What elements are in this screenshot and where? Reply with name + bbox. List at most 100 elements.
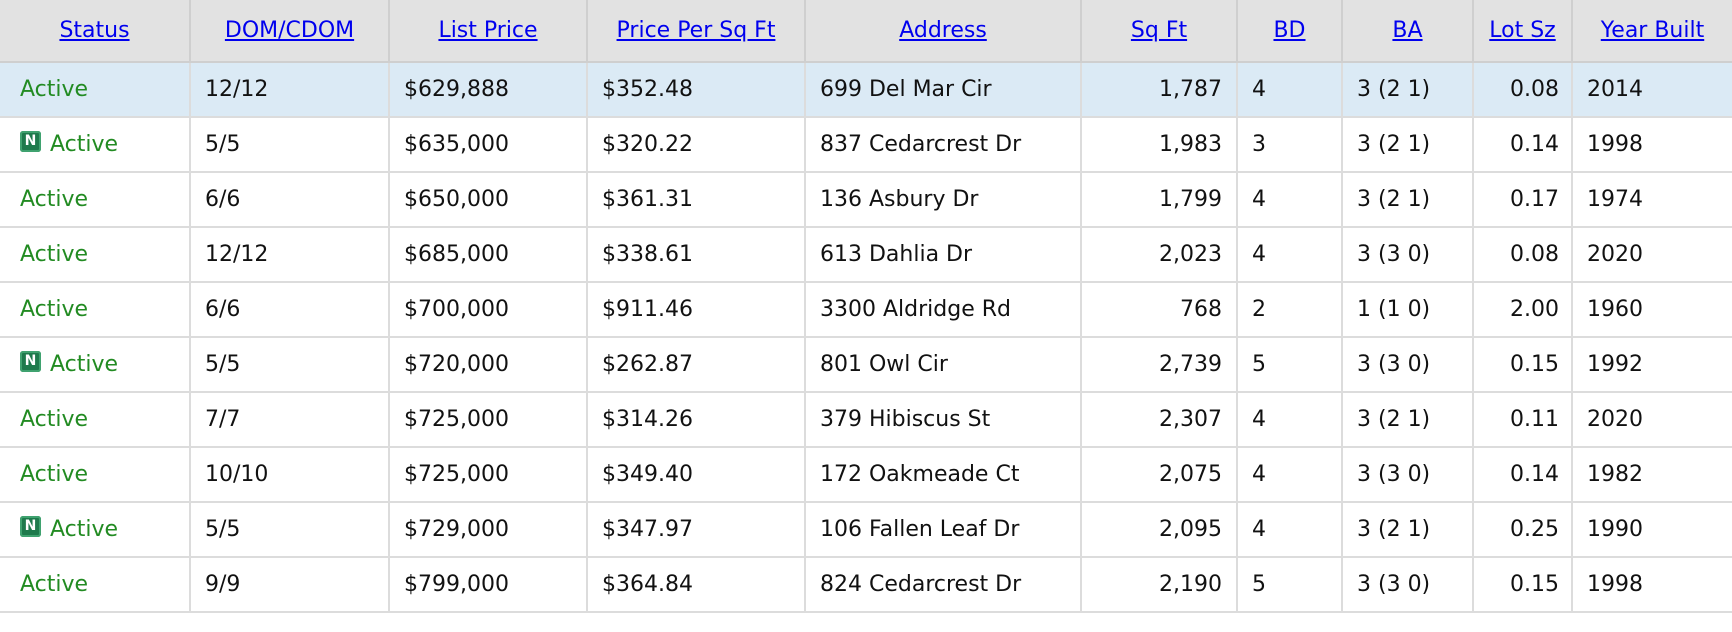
table-row[interactable]: Active 12/12 $685,000 $338.61 613 Dahlia Dr 2… xyxy=(0,226,1732,283)
cell-bd: 4 xyxy=(1236,171,1343,228)
column-header-price-per-sqft[interactable]: Price Per Sq Ft xyxy=(586,0,806,63)
table-row[interactable]: N Active 5/5 $720,000 $262.87 801 Owl Cir 2,73… xyxy=(0,336,1732,393)
cell-bd: 2 xyxy=(1236,281,1343,338)
cell-address: 172 Oakmeade Ct xyxy=(804,446,1082,503)
cell-dom-cdom: 12/12 xyxy=(189,61,390,118)
cell-price-per-sqft: $352.48 xyxy=(586,61,806,118)
table-row[interactable]: Active 7/7 $725,000 $314.26 379 Hibiscus St 2… xyxy=(0,391,1732,448)
cell-price-per-sqft: $911.46 xyxy=(586,281,806,338)
status-label: Active xyxy=(20,407,89,432)
cell-status: Active xyxy=(0,446,191,503)
status-label: Active xyxy=(50,516,119,542)
cell-address: 699 Del Mar Cir xyxy=(804,61,1082,118)
cell-ba: 1 (1 0) xyxy=(1341,281,1474,338)
cell-lot-size: 0.11 xyxy=(1472,391,1573,448)
listings-table: Status DOM/CDOM List Price Price Per Sq … xyxy=(0,0,1732,613)
table-row[interactable]: Active 6/6 $650,000 $361.31 136 Asbury Dr 1,7… xyxy=(0,171,1732,228)
cell-sqft: 2,190 xyxy=(1080,556,1238,613)
cell-bd: 4 xyxy=(1236,501,1343,558)
table-row[interactable]: Active 10/10 $725,000 $349.40 172 Oakmeade C… xyxy=(0,446,1732,503)
cell-list-price: $629,888 xyxy=(388,61,588,118)
cell-price-per-sqft: $349.40 xyxy=(586,446,806,503)
status-label: Active xyxy=(20,572,89,597)
cell-bd: 5 xyxy=(1236,336,1343,393)
table-row[interactable]: Active 6/6 $700,000 $911.46 3300 Aldridge Rd… xyxy=(0,281,1732,338)
cell-year-built: 2014 xyxy=(1571,61,1732,118)
cell-lot-size: 0.15 xyxy=(1472,336,1573,393)
cell-price-per-sqft: $347.97 xyxy=(586,501,806,558)
cell-address: 613 Dahlia Dr xyxy=(804,226,1082,283)
cell-lot-size: 0.14 xyxy=(1472,116,1573,173)
status-label: Active xyxy=(50,351,119,377)
cell-sqft: 2,023 xyxy=(1080,226,1238,283)
cell-list-price: $700,000 xyxy=(388,281,588,338)
cell-status: Active xyxy=(0,226,191,283)
cell-bd: 5 xyxy=(1236,556,1343,613)
column-header-bd[interactable]: BD xyxy=(1236,0,1343,63)
new-listing-icon: N xyxy=(20,130,41,152)
column-header-address[interactable]: Address xyxy=(804,0,1082,63)
cell-bd: 4 xyxy=(1236,61,1343,118)
cell-dom-cdom: 7/7 xyxy=(189,391,390,448)
cell-list-price: $725,000 xyxy=(388,446,588,503)
table-row[interactable]: N Active 5/5 $729,000 $347.97 106 Fallen Leaf… xyxy=(0,501,1732,558)
cell-lot-size: 0.25 xyxy=(1472,501,1573,558)
cell-ba: 3 (2 1) xyxy=(1341,61,1474,118)
cell-sqft: 2,739 xyxy=(1080,336,1238,393)
cell-sqft: 2,095 xyxy=(1080,501,1238,558)
cell-address: 801 Owl Cir xyxy=(804,336,1082,393)
column-header-dom-cdom[interactable]: DOM/CDOM xyxy=(189,0,390,63)
cell-year-built: 1992 xyxy=(1571,336,1732,393)
table-row[interactable]: Active 12/12 $629,888 $352.48 699 Del Mar Ci… xyxy=(0,61,1732,118)
cell-list-price: $799,000 xyxy=(388,556,588,613)
column-header-year-built[interactable]: Year Built xyxy=(1571,0,1732,63)
cell-price-per-sqft: $364.84 xyxy=(586,556,806,613)
cell-sqft: 1,787 xyxy=(1080,61,1238,118)
cell-ba: 3 (3 0) xyxy=(1341,336,1474,393)
cell-sqft: 1,799 xyxy=(1080,171,1238,228)
cell-list-price: $725,000 xyxy=(388,391,588,448)
cell-year-built: 2020 xyxy=(1571,391,1732,448)
cell-price-per-sqft: $262.87 xyxy=(586,336,806,393)
column-header-list-price[interactable]: List Price xyxy=(388,0,588,63)
cell-year-built: 1998 xyxy=(1571,116,1732,173)
cell-status: N Active xyxy=(0,336,191,393)
table-body: Active 12/12 $629,888 $352.48 699 Del Mar Ci… xyxy=(0,61,1732,613)
cell-ba: 3 (3 0) xyxy=(1341,446,1474,503)
cell-price-per-sqft: $361.31 xyxy=(586,171,806,228)
table-row[interactable]: N Active 5/5 $635,000 $320.22 837 Cedarcrest … xyxy=(0,116,1732,173)
cell-bd: 4 xyxy=(1236,391,1343,448)
cell-address: 106 Fallen Leaf Dr xyxy=(804,501,1082,558)
cell-address: 379 Hibiscus St xyxy=(804,391,1082,448)
cell-bd: 4 xyxy=(1236,226,1343,283)
cell-lot-size: 0.14 xyxy=(1472,446,1573,503)
cell-list-price: $729,000 xyxy=(388,501,588,558)
cell-status: Active xyxy=(0,281,191,338)
cell-dom-cdom: 6/6 xyxy=(189,281,390,338)
column-header-lot-size[interactable]: Lot Sz xyxy=(1472,0,1573,63)
column-header-ba[interactable]: BA xyxy=(1341,0,1474,63)
cell-ba: 3 (2 1) xyxy=(1341,391,1474,448)
cell-status: Active xyxy=(0,61,191,118)
cell-dom-cdom: 5/5 xyxy=(189,336,390,393)
cell-dom-cdom: 6/6 xyxy=(189,171,390,228)
column-header-status[interactable]: Status xyxy=(0,0,191,63)
status-label: Active xyxy=(20,297,89,322)
column-header-sqft[interactable]: Sq Ft xyxy=(1080,0,1238,63)
status-label: Active xyxy=(20,242,89,267)
cell-lot-size: 0.08 xyxy=(1472,61,1573,118)
cell-address: 824 Cedarcrest Dr xyxy=(804,556,1082,613)
table-row[interactable]: Active 9/9 $799,000 $364.84 824 Cedarcrest D… xyxy=(0,556,1732,613)
cell-sqft: 2,307 xyxy=(1080,391,1238,448)
cell-dom-cdom: 9/9 xyxy=(189,556,390,613)
cell-sqft: 768 xyxy=(1080,281,1238,338)
table-header: Status DOM/CDOM List Price Price Per Sq … xyxy=(0,0,1732,63)
cell-ba: 3 (3 0) xyxy=(1341,226,1474,283)
cell-ba: 3 (2 1) xyxy=(1341,501,1474,558)
cell-list-price: $685,000 xyxy=(388,226,588,283)
cell-list-price: $635,000 xyxy=(388,116,588,173)
cell-sqft: 1,983 xyxy=(1080,116,1238,173)
new-listing-icon: N xyxy=(20,350,41,372)
cell-dom-cdom: 5/5 xyxy=(189,501,390,558)
cell-sqft: 2,075 xyxy=(1080,446,1238,503)
